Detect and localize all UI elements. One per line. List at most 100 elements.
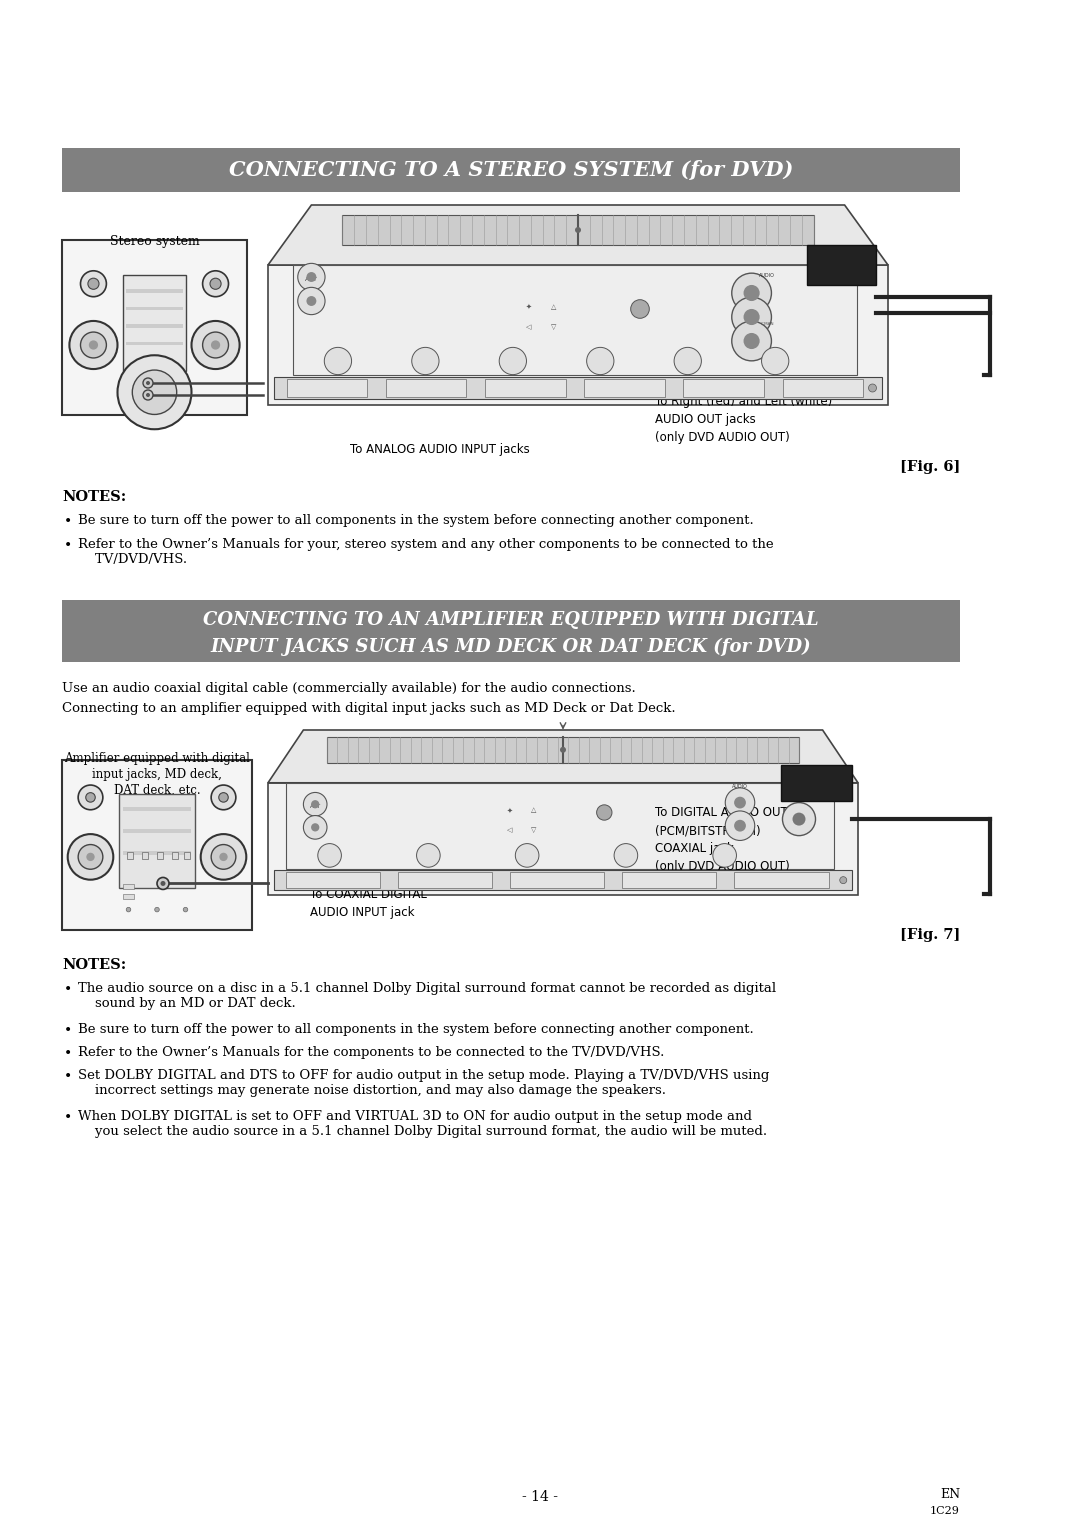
Circle shape	[318, 843, 341, 868]
Text: - 14 -: - 14 -	[522, 1490, 558, 1504]
Text: •: •	[64, 1024, 72, 1038]
Circle shape	[157, 877, 168, 889]
Bar	[123, 894, 134, 900]
Bar	[62, 148, 960, 193]
Circle shape	[219, 853, 228, 862]
Text: •: •	[64, 1047, 72, 1060]
Circle shape	[81, 270, 107, 296]
Circle shape	[133, 370, 177, 414]
Circle shape	[515, 843, 539, 868]
Bar	[126, 341, 183, 345]
Bar	[119, 795, 195, 888]
Circle shape	[743, 333, 759, 348]
Bar	[172, 851, 178, 859]
Bar	[342, 215, 813, 244]
Bar	[126, 324, 183, 327]
Circle shape	[146, 380, 150, 385]
Circle shape	[615, 843, 637, 868]
Circle shape	[840, 877, 847, 883]
Circle shape	[146, 393, 150, 397]
Text: •: •	[64, 1109, 72, 1125]
Circle shape	[743, 284, 759, 301]
Text: Be sure to turn off the power to all components in the system before connecting : Be sure to turn off the power to all com…	[78, 513, 754, 527]
Text: input jacks, MD deck,: input jacks, MD deck,	[92, 769, 221, 781]
Text: NOTES:: NOTES:	[62, 490, 126, 504]
Text: AUDIO: AUDIO	[759, 274, 775, 278]
Text: DAT deck, etc.: DAT deck, etc.	[113, 784, 200, 798]
Text: AUDIO OUT jacks: AUDIO OUT jacks	[654, 413, 756, 426]
Text: When DOLBY DIGITAL is set to OFF and VIRTUAL 3D to ON for audio output in the se: When DOLBY DIGITAL is set to OFF and VIR…	[78, 1109, 767, 1138]
Text: NOTES:: NOTES:	[62, 958, 126, 972]
Text: (only DVD AUDIO OUT): (only DVD AUDIO OUT)	[654, 431, 789, 445]
Text: ANT: ANT	[305, 277, 318, 283]
Circle shape	[761, 347, 788, 374]
Text: [Fig. 7]: [Fig. 7]	[900, 927, 960, 941]
Text: AUDIO INPUT jack: AUDIO INPUT jack	[310, 906, 415, 918]
Text: Refer to the Owner’s Manuals for your, stereo system and any other components to: Refer to the Owner’s Manuals for your, s…	[78, 538, 773, 565]
Text: Be sure to turn off the power to all components in the system before connecting : Be sure to turn off the power to all com…	[78, 1024, 754, 1036]
Circle shape	[713, 843, 737, 868]
Polygon shape	[268, 730, 858, 782]
Circle shape	[311, 824, 320, 831]
Bar	[268, 264, 888, 405]
Bar	[397, 872, 492, 888]
Bar	[584, 379, 665, 397]
Bar	[274, 377, 881, 399]
Circle shape	[78, 785, 103, 810]
Text: ANT: ANT	[310, 804, 321, 808]
Bar	[808, 244, 876, 286]
Text: Use an audio coaxial digital cable (commercially available) for the audio connec: Use an audio coaxial digital cable (comm…	[62, 681, 636, 695]
Circle shape	[78, 845, 103, 869]
Text: Stereo system: Stereo system	[110, 235, 200, 248]
Bar	[622, 872, 716, 888]
Circle shape	[126, 908, 131, 912]
Bar	[123, 885, 134, 889]
Bar	[734, 872, 828, 888]
Bar	[286, 379, 367, 397]
Circle shape	[324, 347, 352, 374]
Circle shape	[81, 332, 107, 358]
Circle shape	[203, 332, 229, 358]
Bar	[783, 379, 863, 397]
Bar	[293, 264, 858, 374]
Bar	[157, 851, 163, 859]
Circle shape	[69, 321, 118, 370]
Text: The audio source on a disc in a 5.1 channel Dolby Digital surround format cannot: The audio source on a disc in a 5.1 chan…	[78, 983, 777, 1010]
Circle shape	[726, 788, 755, 817]
Text: INPUT JACKS SUCH AS MD DECK OR DAT DECK (for DVD): INPUT JACKS SUCH AS MD DECK OR DAT DECK …	[211, 637, 811, 656]
Text: C.MAN: C.MAN	[760, 322, 774, 325]
Circle shape	[211, 341, 220, 350]
Circle shape	[87, 278, 99, 289]
Text: CONNECTING TO AN AMPLIFIER EQUIPPED WITH DIGITAL: CONNECTING TO AN AMPLIFIER EQUIPPED WITH…	[203, 611, 819, 630]
Bar	[327, 736, 799, 762]
Circle shape	[732, 274, 771, 313]
Circle shape	[68, 834, 113, 880]
Bar	[62, 240, 247, 416]
Circle shape	[219, 793, 228, 802]
Circle shape	[311, 801, 320, 808]
Text: ◁: ◁	[526, 324, 531, 330]
Circle shape	[793, 813, 806, 825]
Bar	[485, 379, 566, 397]
Circle shape	[734, 796, 746, 808]
Text: ✦: ✦	[507, 807, 513, 813]
Bar	[123, 851, 191, 856]
Bar	[62, 601, 960, 662]
Text: To Right (red) and Left (white): To Right (red) and Left (white)	[654, 396, 833, 408]
Circle shape	[499, 347, 526, 374]
Bar	[781, 766, 852, 801]
Text: Amplifier equipped with digital: Amplifier equipped with digital	[64, 752, 249, 766]
Circle shape	[417, 843, 441, 868]
Circle shape	[743, 309, 759, 325]
Bar	[126, 289, 183, 292]
Polygon shape	[268, 205, 888, 264]
Text: •: •	[64, 1070, 72, 1083]
Circle shape	[726, 811, 755, 840]
Text: To COAXIAL DIGITAL: To COAXIAL DIGITAL	[310, 888, 427, 902]
Bar	[141, 851, 148, 859]
Text: EN: EN	[940, 1488, 960, 1500]
Circle shape	[201, 834, 246, 880]
Text: To DIGITAL AUDIO OUT: To DIGITAL AUDIO OUT	[654, 805, 787, 819]
Bar	[123, 828, 191, 833]
Circle shape	[596, 805, 612, 821]
